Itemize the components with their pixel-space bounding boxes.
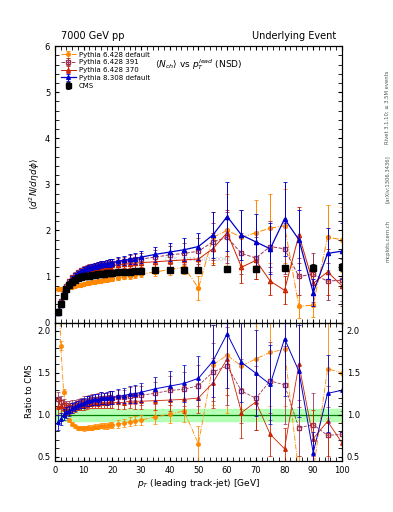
- Bar: [55, 409, 342, 420]
- Text: Underlying Event: Underlying Event: [252, 31, 336, 40]
- Text: [arXiv:1306.3436]: [arXiv:1306.3436]: [385, 155, 390, 203]
- Y-axis label: Ratio to CMS: Ratio to CMS: [25, 365, 34, 418]
- Text: mcplots.cern.ch: mcplots.cern.ch: [385, 220, 390, 262]
- X-axis label: $p_T$ (leading track-jet) [GeV]: $p_T$ (leading track-jet) [GeV]: [137, 477, 260, 490]
- Text: $\langle N_{ch}\rangle$ vs $p_T^{lead}$ (NSD): $\langle N_{ch}\rangle$ vs $p_T^{lead}$ …: [155, 57, 242, 72]
- Text: Rivet 3.1.10; ≥ 3.5M events: Rivet 3.1.10; ≥ 3.5M events: [385, 71, 390, 144]
- Y-axis label: $\langle d^2 N/d\eta d\phi\rangle$: $\langle d^2 N/d\eta d\phi\rangle$: [28, 159, 42, 210]
- Legend: Pythia 6.428 default, Pythia 6.428 391, Pythia 6.428 370, Pythia 8.308 default, : Pythia 6.428 default, Pythia 6.428 391, …: [59, 50, 152, 91]
- Text: CMS_2011_S9120041: CMS_2011_S9120041: [165, 256, 232, 262]
- Text: 7000 GeV pp: 7000 GeV pp: [61, 31, 124, 40]
